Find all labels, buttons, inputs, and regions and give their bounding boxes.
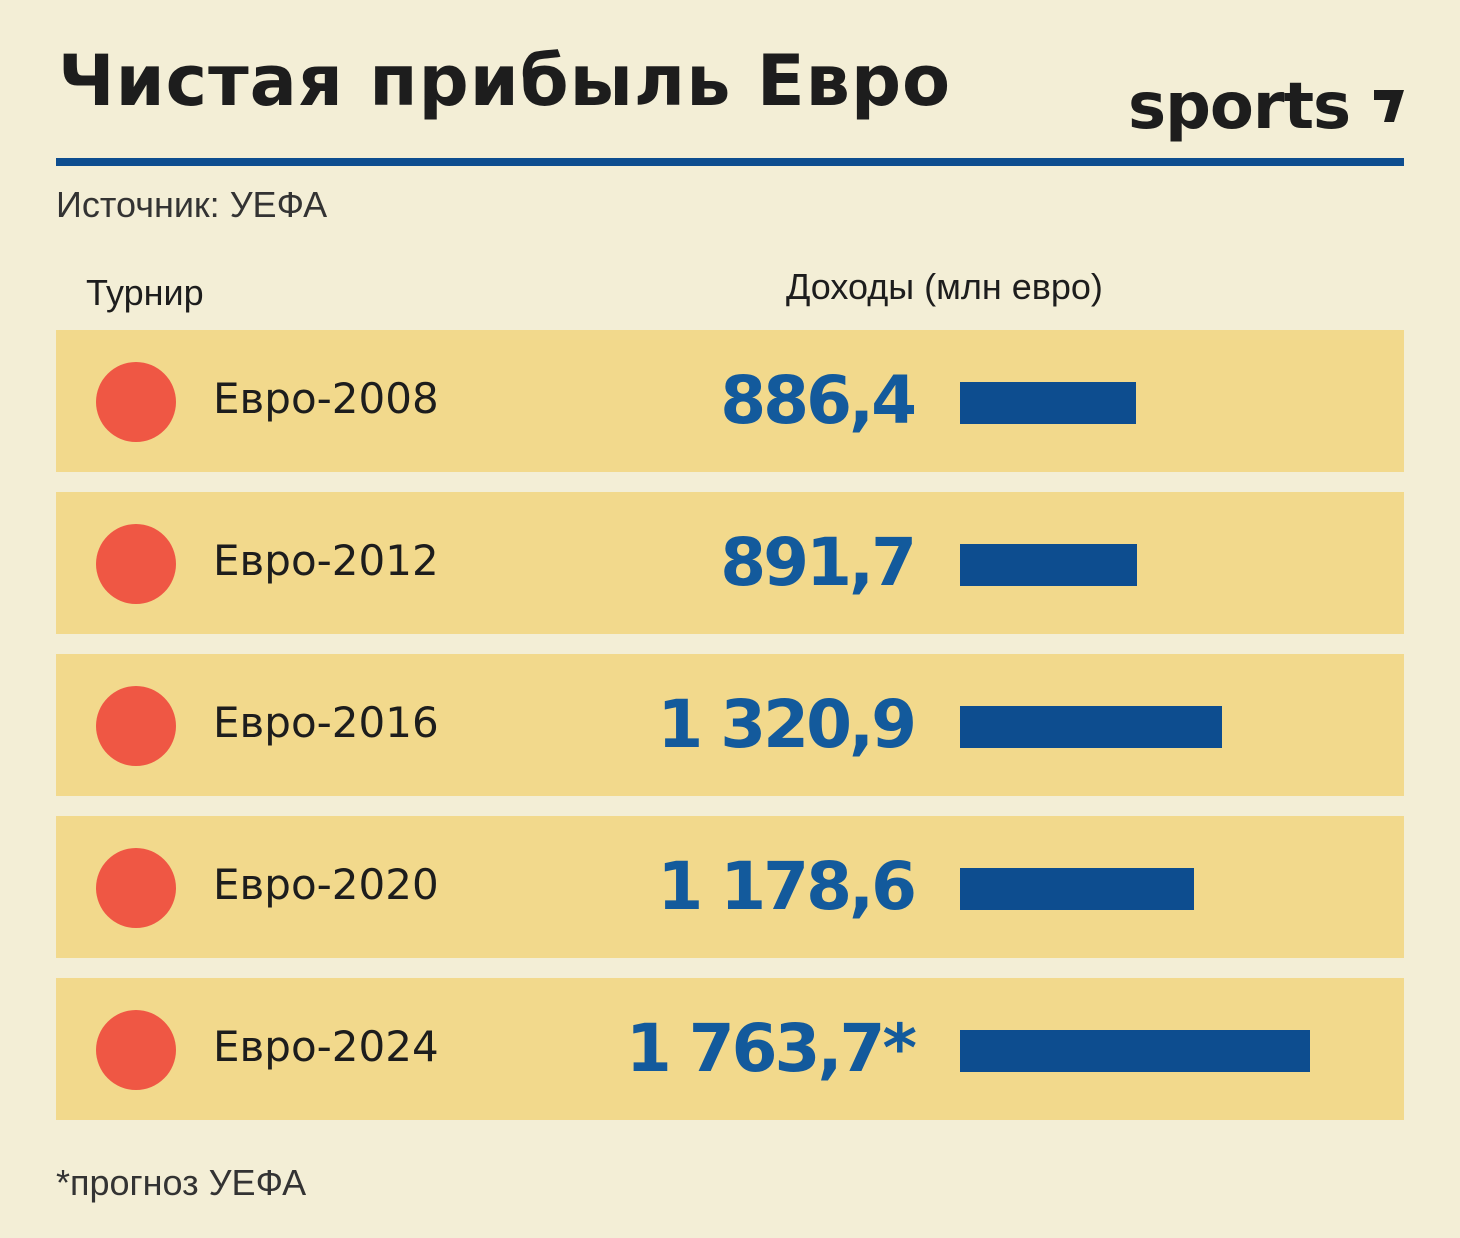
bar xyxy=(960,706,1222,748)
category-label: Евро-2016 xyxy=(213,698,439,747)
row-marker-dot xyxy=(96,1010,176,1090)
row-marker-dot xyxy=(96,524,176,604)
chart-title: Чистая прибыль Евро xyxy=(58,40,952,122)
row-marker-dot xyxy=(96,362,176,442)
category-label: Евро-2012 xyxy=(213,536,439,585)
column-header-income: Доходы (млн евро) xyxy=(786,266,1103,307)
chart-row: Евро-2008 886,4 xyxy=(56,330,1404,472)
data-label: 1 763,7* xyxy=(625,1010,917,1087)
category-label: Евро-2008 xyxy=(213,374,439,423)
row-marker-dot xyxy=(96,848,176,928)
category-label: Евро-2020 xyxy=(213,860,439,909)
chart-row: Евро-2012 891,7 xyxy=(56,492,1404,634)
category-label: Евро-2024 xyxy=(213,1022,439,1071)
data-label: 886,4 xyxy=(720,362,917,439)
sports-logo: sports xyxy=(1128,70,1351,144)
logo-mark-icon xyxy=(1374,90,1404,122)
data-label: 1 178,6 xyxy=(657,848,917,925)
chart-row: Евро-2020 1 178,6 xyxy=(56,816,1404,958)
bar xyxy=(960,544,1137,586)
data-label: 1 320,9 xyxy=(657,686,917,763)
footnote: *прогноз УЕФА xyxy=(56,1162,307,1203)
bar xyxy=(960,382,1136,424)
chart-row: Евро-2024 1 763,7* xyxy=(56,978,1404,1120)
data-label: 891,7 xyxy=(720,524,917,601)
column-header-tournament: Турнир xyxy=(86,272,204,313)
bar xyxy=(960,868,1194,910)
row-marker-dot xyxy=(96,686,176,766)
chart-row: Евро-2016 1 320,9 xyxy=(56,654,1404,796)
chart-rows: Евро-2008 886,4 Евро-2012 891,7 Евро-2016 1 3… xyxy=(56,330,1404,1140)
source-note: Источник: УЕФА xyxy=(56,184,328,225)
bar xyxy=(960,1030,1310,1072)
header-divider xyxy=(56,158,1404,166)
